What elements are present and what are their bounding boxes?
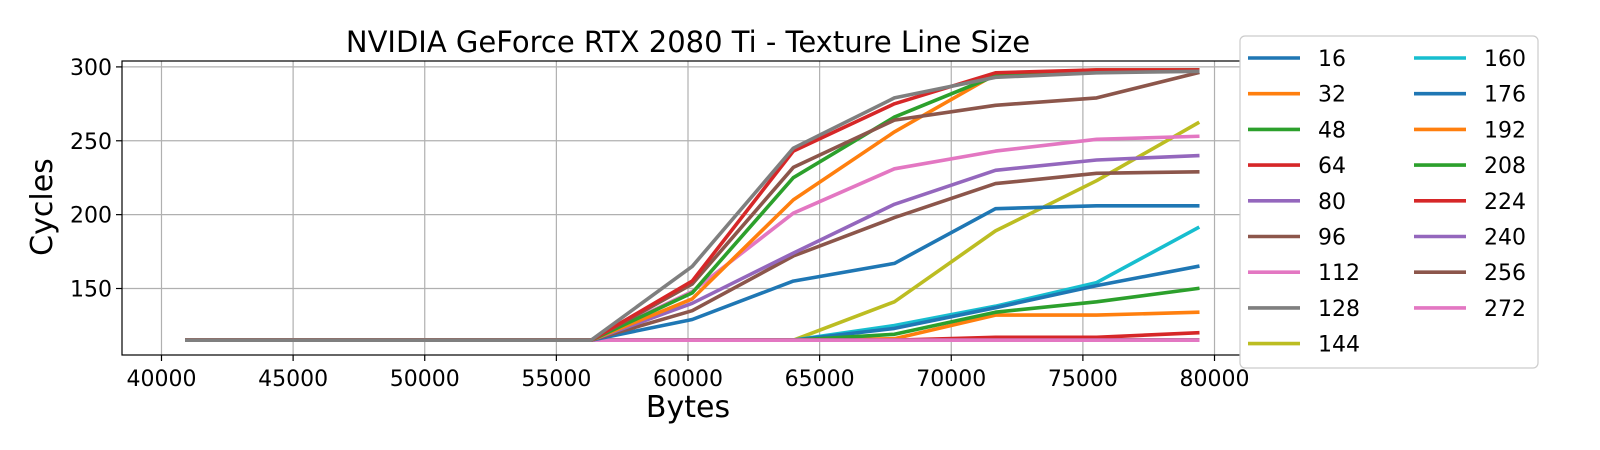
y-tick-label: 200 (70, 204, 112, 229)
chart-title: NVIDIA GeForce RTX 2080 Ti - Texture Lin… (346, 25, 1030, 59)
series-line-64-b (185, 68, 1200, 343)
y-tick-label: 300 (70, 56, 112, 81)
legend-label: 208 (1484, 154, 1526, 179)
legend-item-144[interactable]: 144 (1248, 333, 1360, 358)
y-tick-label: 150 (70, 278, 112, 303)
legend-item-128[interactable]: 128 (1248, 297, 1360, 322)
legend-item-96[interactable]: 96 (1248, 226, 1346, 251)
x-tick-label: 40000 (126, 367, 196, 392)
y-tick-label: 250 (70, 130, 112, 155)
legend-item-240[interactable]: 240 (1414, 226, 1526, 251)
legend-label: 32 (1318, 83, 1346, 108)
legend-label: 256 (1484, 261, 1526, 286)
x-tick-label: 50000 (390, 367, 460, 392)
legend-label: 192 (1484, 118, 1526, 143)
legend-item-224[interactable]: 224 (1414, 190, 1526, 215)
legend-item-16[interactable]: 16 (1248, 47, 1346, 72)
legend[interactable]: 16 32 48 64 80 96 112 128 144 160 176 192 208 224 240 2… (1239, 35, 1539, 369)
x-tick-label: 75000 (1048, 367, 1118, 392)
legend-item-48[interactable]: 48 (1248, 118, 1346, 143)
legend-item-208[interactable]: 208 (1414, 154, 1526, 179)
legend-label: 160 (1484, 47, 1526, 72)
legend-item-160[interactable]: 160 (1414, 47, 1526, 72)
x-axis-title: Bytes (646, 390, 730, 425)
legend-label: 80 (1318, 190, 1346, 215)
x-tick-label: 65000 (785, 367, 855, 392)
legend-label: 48 (1318, 118, 1346, 143)
legend-label: 144 (1318, 333, 1360, 358)
legend-label: 128 (1318, 297, 1360, 322)
y-axis-title: Cycles (25, 158, 60, 256)
legend-item-192[interactable]: 192 (1414, 118, 1526, 143)
legend-item-256[interactable]: 256 (1414, 261, 1526, 286)
legend-label: 176 (1484, 83, 1526, 108)
series-line-176-b (185, 204, 1200, 343)
series-lines (185, 68, 1201, 343)
x-tick-label: 70000 (916, 367, 986, 392)
axis-ticks: 40000 45000 50000 55000 60000 65000 70000 75000… (70, 56, 1250, 392)
series-line-128-b (185, 69, 1200, 343)
legend-label: 64 (1318, 154, 1346, 179)
legend-frame (1239, 35, 1539, 369)
legend-label: 272 (1484, 297, 1526, 322)
legend-item-272[interactable]: 272 (1414, 297, 1526, 322)
legend-label: 96 (1318, 226, 1346, 251)
legend-item-80[interactable]: 80 (1248, 190, 1346, 215)
x-tick-label: 55000 (521, 367, 591, 392)
legend-label: 240 (1484, 226, 1526, 251)
x-tick-label: 80000 (1180, 367, 1250, 392)
legend-label: 224 (1484, 190, 1526, 215)
legend-label: 16 (1318, 47, 1346, 72)
legend-item-112[interactable]: 112 (1248, 261, 1360, 286)
x-tick-label: 45000 (258, 367, 328, 392)
legend-item-176[interactable]: 176 (1414, 83, 1526, 108)
legend-item-64[interactable]: 64 (1248, 154, 1346, 179)
legend-item-32[interactable]: 32 (1248, 83, 1346, 108)
legend-label: 112 (1318, 261, 1360, 286)
x-tick-label: 60000 (653, 367, 723, 392)
